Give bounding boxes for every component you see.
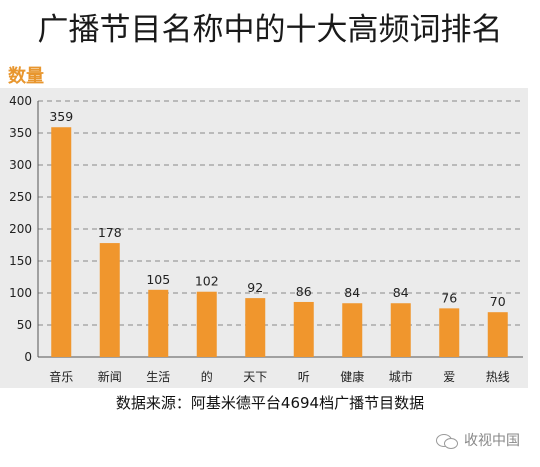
data-label: 359 <box>49 109 73 124</box>
y-tick-label: 0 <box>24 350 32 364</box>
y-tick-label: 350 <box>9 126 32 140</box>
data-label: 92 <box>247 280 263 295</box>
watermark-text: 收视中国 <box>464 433 520 449</box>
bar <box>196 291 217 357</box>
data-label: 178 <box>98 225 122 240</box>
data-source-note: 数据来源：阿基米德平台4694档广播节目数据 <box>115 394 425 412</box>
y-axis-label: 数量 <box>8 66 44 87</box>
x-tick-label: 热线 <box>486 370 510 384</box>
data-label: 84 <box>393 285 409 300</box>
bar-chart: 0 50 100 150 200 250 300 350 400 359 音乐 178 新闻 105 生活 1… <box>9 94 523 384</box>
bar <box>390 303 411 357</box>
bar <box>439 308 460 357</box>
y-tick-label: 200 <box>9 222 32 236</box>
page-title: 广播节目名称中的十大高频词排名 <box>37 12 503 48</box>
bar <box>148 289 169 357</box>
y-tick-label: 150 <box>9 254 32 268</box>
y-tick-label: 400 <box>9 94 32 108</box>
data-label: 105 <box>146 272 170 287</box>
data-label: 70 <box>490 294 506 309</box>
data-label: 76 <box>441 290 457 305</box>
x-tick-label: 健康 <box>340 369 364 384</box>
x-tick-label: 新闻 <box>98 369 122 384</box>
x-tick-label: 生活 <box>146 370 170 384</box>
y-tick-label: 300 <box>9 158 32 172</box>
x-tick-label: 城市 <box>389 369 413 384</box>
data-label: 84 <box>344 285 360 300</box>
x-tick-label: 的 <box>201 369 213 384</box>
x-tick-label: 爱 <box>443 370 455 384</box>
data-label: 86 <box>296 284 312 299</box>
y-tick-label: 100 <box>9 286 32 300</box>
bar <box>99 243 120 357</box>
x-tick-label: 天下 <box>243 370 267 384</box>
bar <box>245 298 266 357</box>
bar <box>51 127 72 357</box>
x-tick-label: 听 <box>298 370 310 384</box>
y-tick-label: 50 <box>17 318 32 332</box>
watermark: 收视中国 <box>436 432 520 450</box>
chat-bubble-icon <box>436 433 458 449</box>
y-tick-label: 250 <box>9 190 32 204</box>
x-tick-label: 音乐 <box>49 369 73 384</box>
bar <box>293 301 314 357</box>
chart-area: 0 50 100 150 200 250 300 350 400 359 音乐 178 新闻 105 生活 1… <box>0 88 528 388</box>
data-label: 102 <box>195 274 219 289</box>
bar <box>342 303 363 357</box>
bar <box>487 312 508 357</box>
